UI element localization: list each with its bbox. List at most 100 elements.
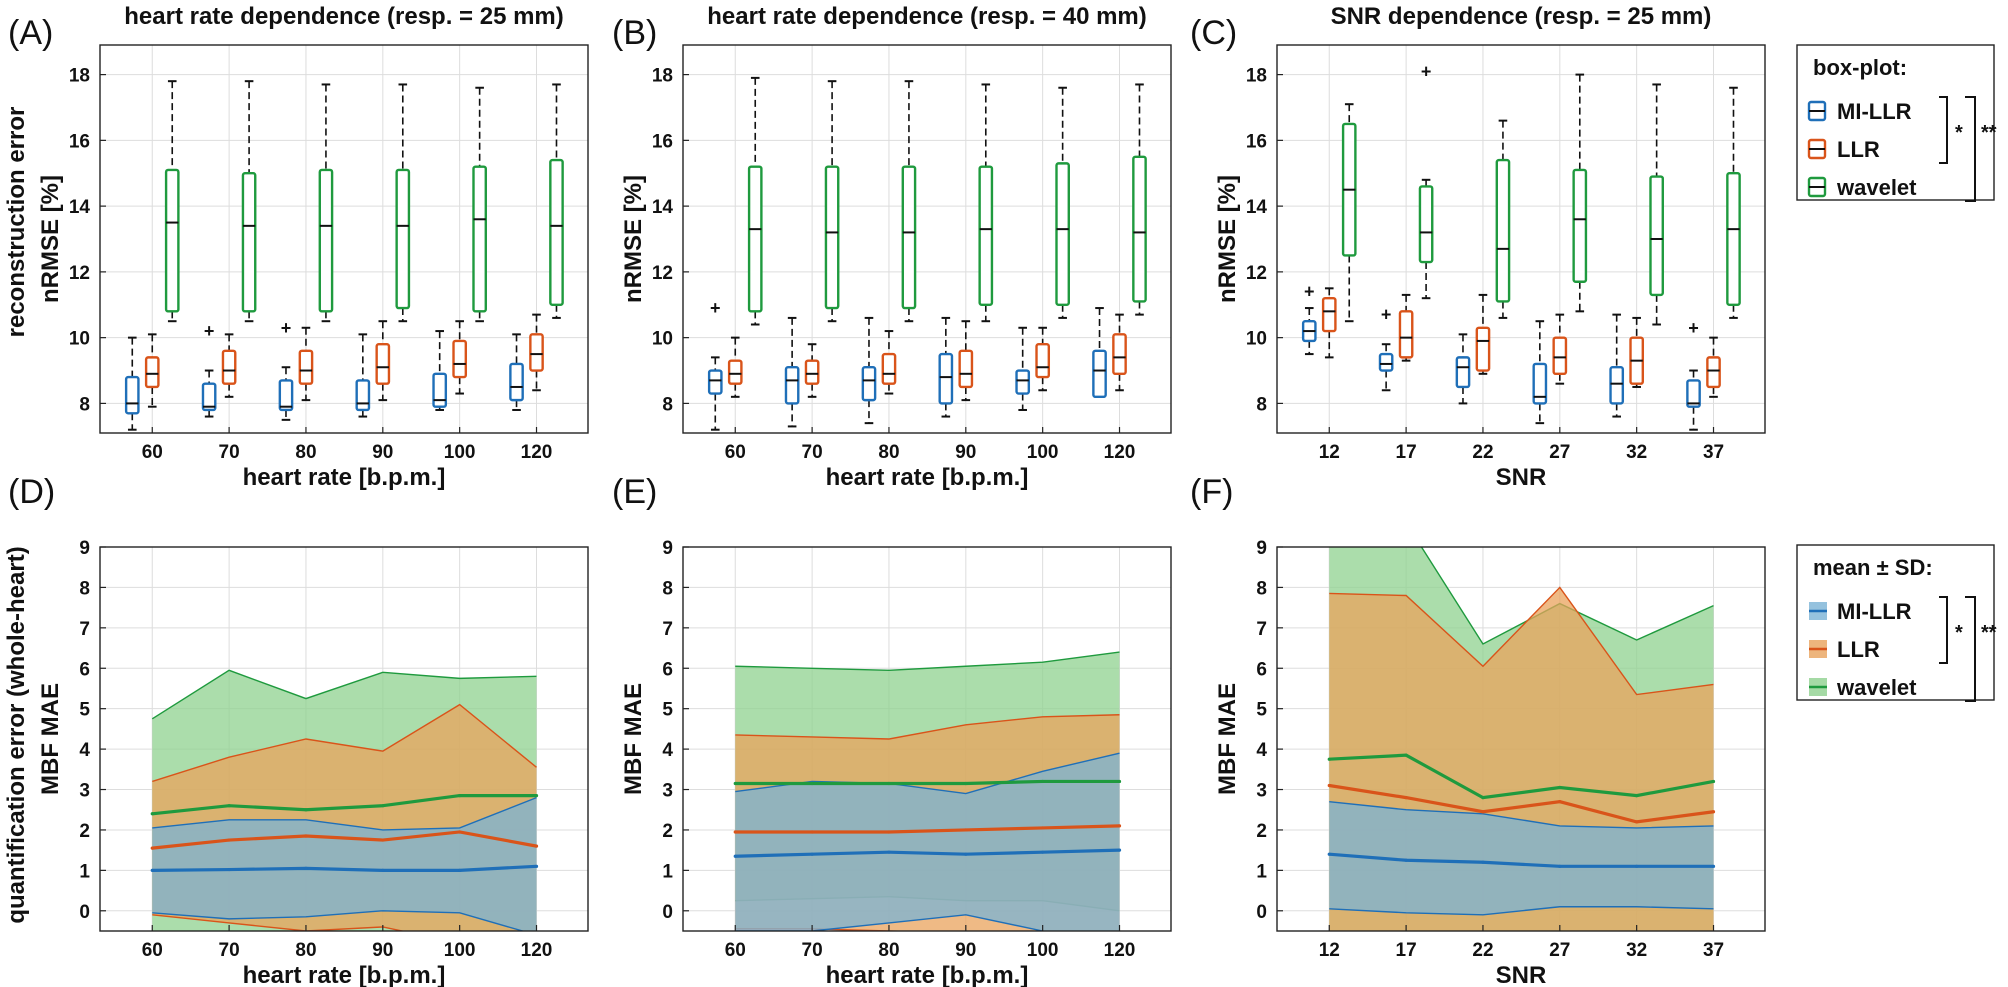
outlier-marker: +	[1421, 61, 1432, 81]
box-mi-llr-27	[1532, 320, 1548, 425]
legend-label-llr: LLR	[1837, 637, 1880, 662]
sd-edge-lower-mi-llr	[735, 914, 1047, 931]
legend-label-llr: LLR	[1837, 137, 1880, 162]
significance-outer: **	[1981, 122, 1997, 144]
box-iqr	[432, 372, 448, 408]
mean-point-llr	[1041, 826, 1045, 830]
mean-line-llr	[1329, 783, 1714, 824]
box-iqr	[958, 349, 974, 389]
sd-edge-lower-llr	[152, 914, 406, 931]
bracket-outer	[1965, 96, 1976, 202]
box-iqr	[355, 379, 371, 412]
box-mi-llr-60	[124, 336, 140, 431]
ytick-label: 7	[662, 619, 673, 640]
ytick-label: 2	[1256, 821, 1267, 842]
ytick-label: 8	[662, 578, 673, 599]
sd-edge-lower-mi-llr	[1329, 906, 1714, 916]
box-llr-70	[221, 333, 237, 398]
mean-line-mi-llr	[735, 848, 1120, 858]
bracket-inner	[1939, 596, 1948, 664]
xtick-label: 27	[1549, 442, 1570, 463]
mean-point-llr	[534, 844, 539, 848]
box-llr-32	[1629, 316, 1645, 388]
x-axis-label: heart rate [b.p.m.]	[243, 464, 446, 491]
chart-title: heart rate dependence (resp. = 25 mm)	[124, 3, 564, 30]
ytick-label: 18	[652, 66, 673, 87]
box-wavelet-37	[1726, 86, 1741, 319]
mean-point-wavelet	[458, 793, 462, 798]
ytick-label: 16	[69, 131, 90, 152]
ytick-label: 6	[79, 659, 90, 680]
ytick-label: 3	[1256, 781, 1267, 802]
box-iqr	[707, 369, 723, 395]
box-iqr	[1706, 356, 1721, 389]
mean-point-wavelet	[733, 781, 737, 786]
box-mi-llr-60: +	[707, 298, 723, 431]
xtick-label: 22	[1472, 940, 1493, 961]
ytick-label: 5	[662, 700, 673, 721]
ytick-label: 0	[1256, 902, 1267, 923]
sd-band-mi-llr	[1329, 801, 1714, 915]
series-llr	[727, 313, 1127, 402]
ytick-label: 14	[1246, 197, 1268, 218]
mean-point-mi-llr	[1327, 852, 1331, 856]
legend-title: box-plot:	[1813, 55, 1907, 80]
ytick-label: 14	[69, 197, 91, 218]
mean-point-llr	[887, 830, 891, 834]
ytick-label: 0	[662, 902, 673, 923]
ytick-label: 4	[1256, 740, 1267, 761]
legend-label-wavelet: wavelet	[1836, 175, 1917, 200]
box-iqr	[472, 165, 487, 313]
xtick-label: 60	[725, 940, 746, 961]
bracket-inner	[1939, 96, 1948, 164]
ytick-label: 5	[79, 700, 90, 721]
axes-frame	[1276, 546, 1766, 932]
mean-point-wavelet	[964, 781, 968, 786]
ytick-label: 5	[1256, 700, 1267, 721]
box-llr-70	[804, 343, 820, 398]
box-mi-llr-12: +	[1301, 282, 1317, 356]
y-axis-label: MBF MAE	[1214, 683, 1241, 795]
mean-line-wavelet	[735, 779, 1120, 786]
mean-point-llr	[458, 830, 462, 834]
mean-point-llr	[1635, 820, 1639, 824]
box-iqr	[804, 359, 820, 385]
xtick-label: 80	[295, 442, 316, 463]
box-llr-80	[298, 326, 314, 402]
mean-point-wavelet	[534, 793, 539, 798]
box-iqr	[144, 356, 160, 389]
box-wavelet-17: +	[1418, 61, 1434, 300]
xtick-label: 80	[878, 940, 899, 961]
mean-point-wavelet	[1481, 796, 1485, 800]
axes-frame	[99, 44, 589, 434]
mean-point-wavelet	[1635, 793, 1639, 798]
xtick-label: 70	[802, 940, 823, 961]
sd-edge-upper-llr	[152, 703, 537, 783]
mean-point-wavelet	[810, 781, 814, 786]
xtick-label: 70	[802, 442, 823, 463]
box-wavelet-120	[549, 83, 564, 319]
ytick-label: 1	[1256, 861, 1267, 882]
box-iqr	[1686, 379, 1701, 408]
xtick-label: 120	[521, 442, 553, 463]
xtick-label: 90	[955, 940, 976, 961]
mean-point-mi-llr	[458, 868, 462, 872]
xtick-label: 17	[1396, 442, 1417, 463]
box-iqr	[278, 379, 294, 412]
box-llr-80	[881, 330, 897, 395]
box-llr-27	[1552, 313, 1568, 385]
mean-point-wavelet	[1117, 779, 1122, 784]
mean-point-mi-llr	[1558, 864, 1562, 868]
box-mi-llr-100	[1015, 326, 1031, 411]
ytick-label: 18	[69, 66, 90, 87]
ytick-label: 1	[662, 861, 673, 882]
box-wavelet-80	[901, 80, 917, 323]
box-llr-22	[1475, 293, 1491, 375]
box-wavelet-90	[978, 83, 994, 323]
xtick-label: 120	[1104, 940, 1136, 961]
sd-edge-upper-llr	[1329, 586, 1714, 696]
box-wavelet-70	[241, 80, 257, 323]
mean-point-llr	[964, 828, 968, 832]
legend-label-mi-llr: MI-LLR	[1837, 99, 1912, 124]
box-wavelet-90	[395, 83, 411, 323]
